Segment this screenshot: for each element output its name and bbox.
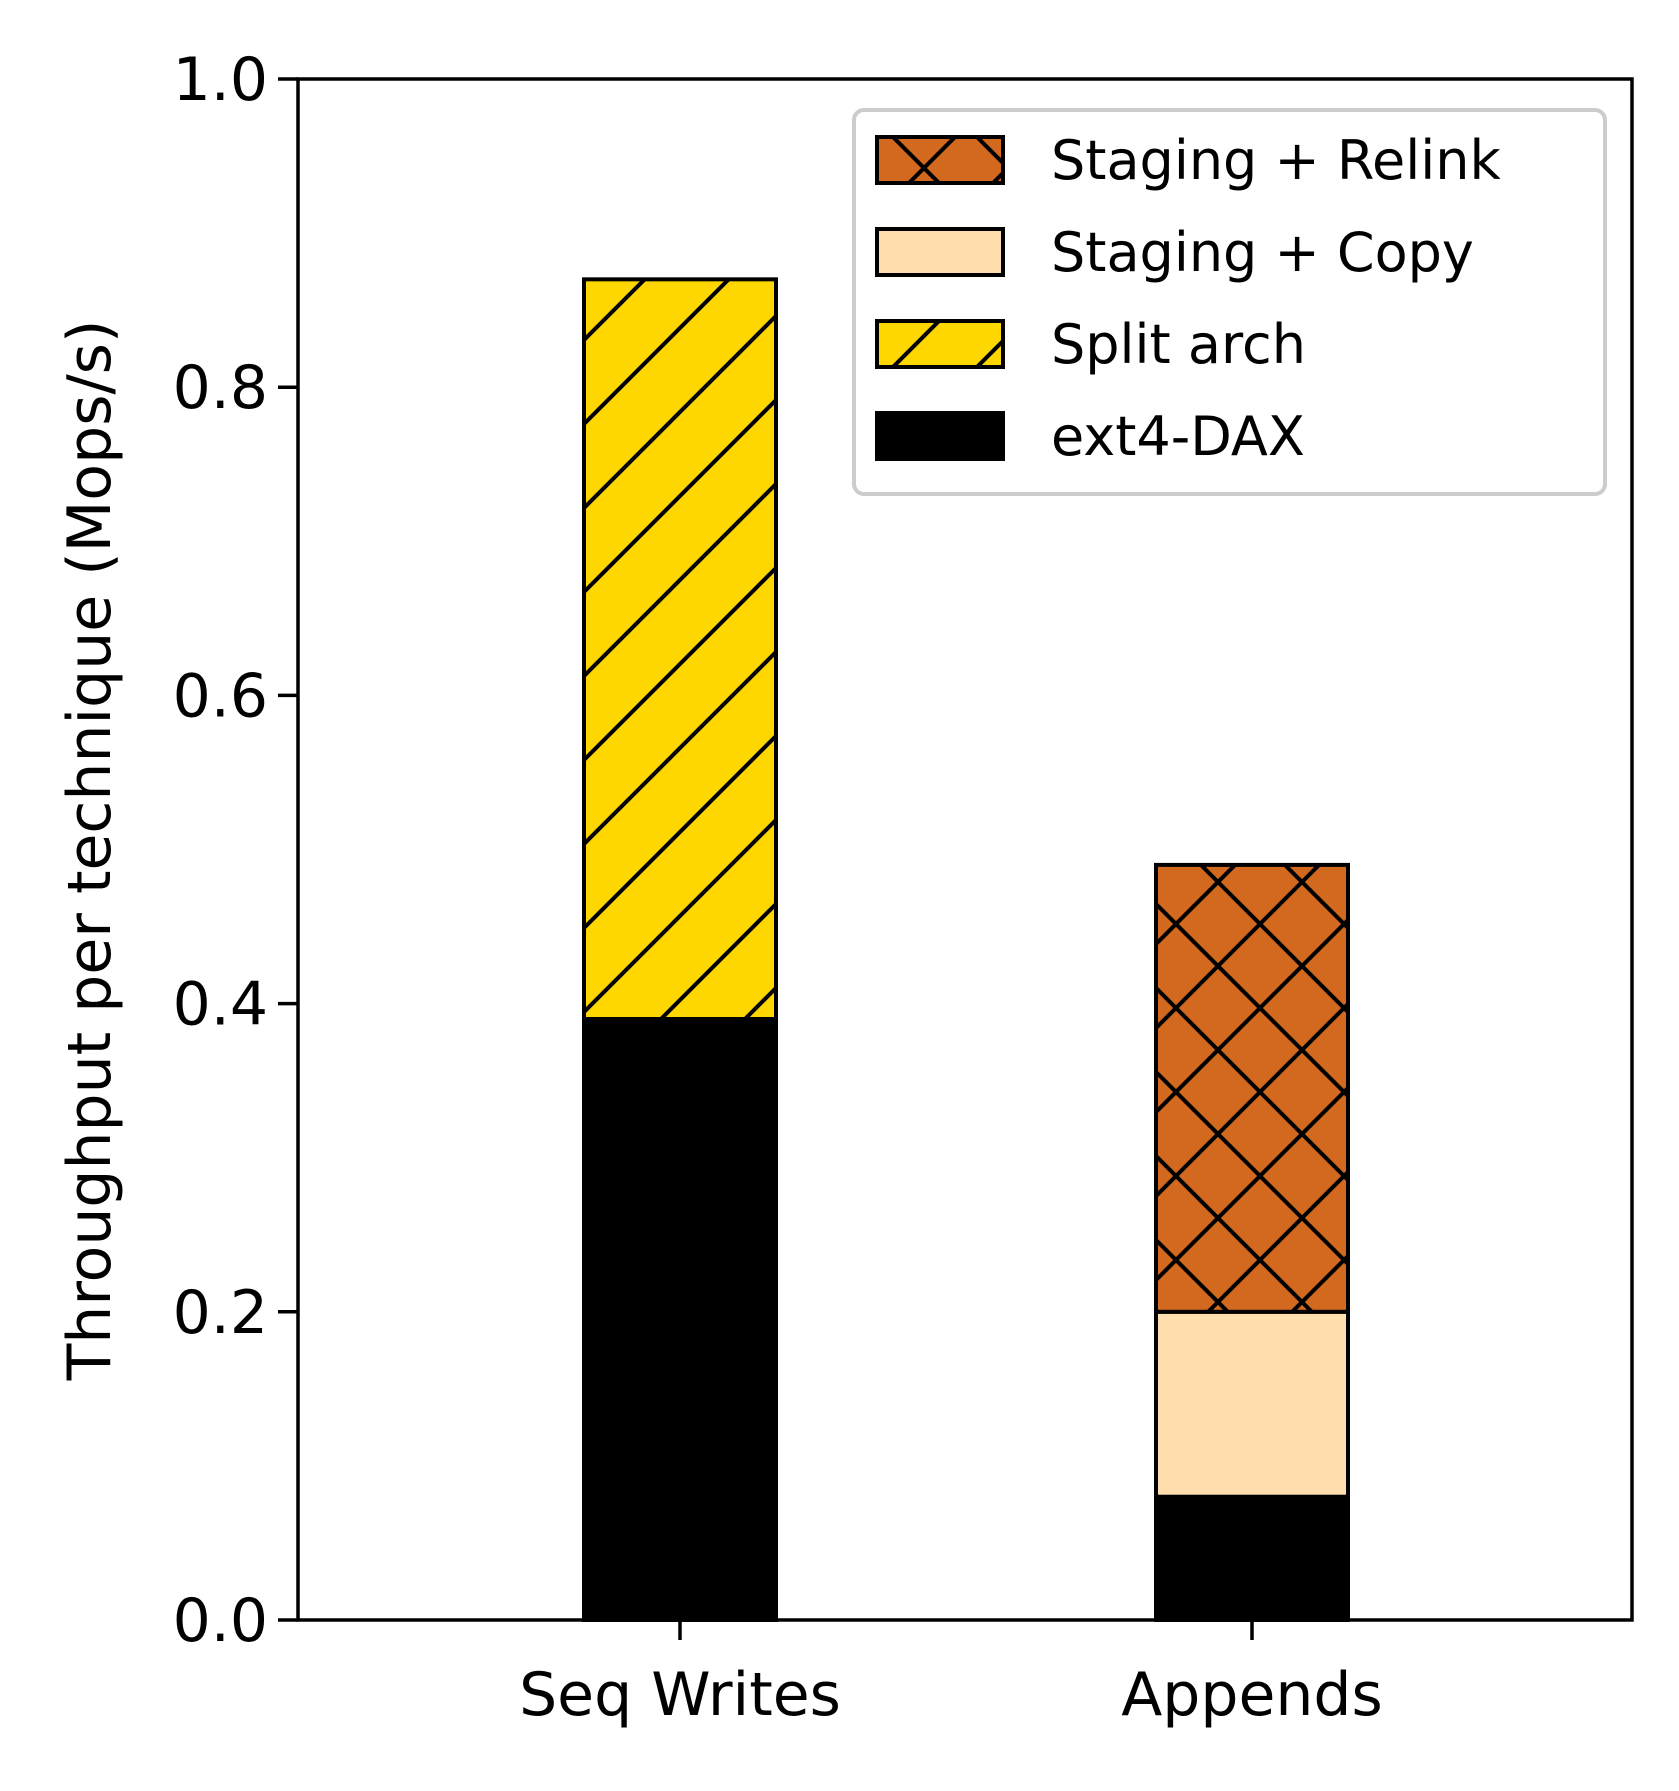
bar-segment-staging-copy-appends: [1154, 1309, 1350, 1499]
y-tick-label: 0.8: [173, 353, 268, 423]
legend-label: Staging + Relink: [1051, 129, 1501, 192]
legend-frame: [852, 108, 1607, 496]
legend-label: Staging + Copy: [1051, 221, 1474, 284]
y-tick-label: 0.2: [173, 1278, 268, 1348]
legend-swatch: [875, 319, 1005, 369]
legend-item-split-arch: Split arch: [875, 313, 1306, 376]
legend: Staging + Relink Staging + Copy Split arch…: [852, 108, 1607, 496]
y-tick-label: 0.0: [173, 1586, 268, 1656]
bar-segment-ext4-dax-appends: [1154, 1494, 1350, 1622]
x-axis: Seq Writes Appends: [519, 1620, 1383, 1730]
y-axis: 0.0 0.2 0.4 0.6 0.8 1.0: [173, 45, 298, 1656]
bar-segment-split-arch-seq-writes: [582, 277, 778, 1022]
legend-item-staging-copy: Staging + Copy: [875, 221, 1474, 284]
legend-label: ext4-DAX: [1051, 405, 1305, 468]
legend-item-ext4-dax: ext4-DAX: [875, 405, 1305, 468]
y-tick-label: 0.6: [173, 661, 268, 731]
x-tick-label: Appends: [1121, 1660, 1383, 1730]
legend-swatch: [875, 227, 1005, 277]
legend-label: Split arch: [1051, 313, 1306, 376]
bar-segment-ext4-dax-seq-writes: [582, 1017, 778, 1622]
legend-item-staging-relink: Staging + Relink: [875, 129, 1501, 192]
legend-swatch: [875, 135, 1005, 185]
y-tick-label: 0.4: [173, 970, 268, 1040]
x-tick-label: Seq Writes: [519, 1660, 841, 1730]
plot-frame: [296, 77, 1634, 1622]
legend-swatch: [875, 411, 1005, 461]
y-tick-label: 1.0: [173, 45, 268, 115]
bar-segment-staging-relink-appends: [1154, 862, 1350, 1314]
bars-group: [582, 277, 1350, 1622]
y-axis-label: Throughput per technique (Mops/s): [55, 320, 125, 1382]
